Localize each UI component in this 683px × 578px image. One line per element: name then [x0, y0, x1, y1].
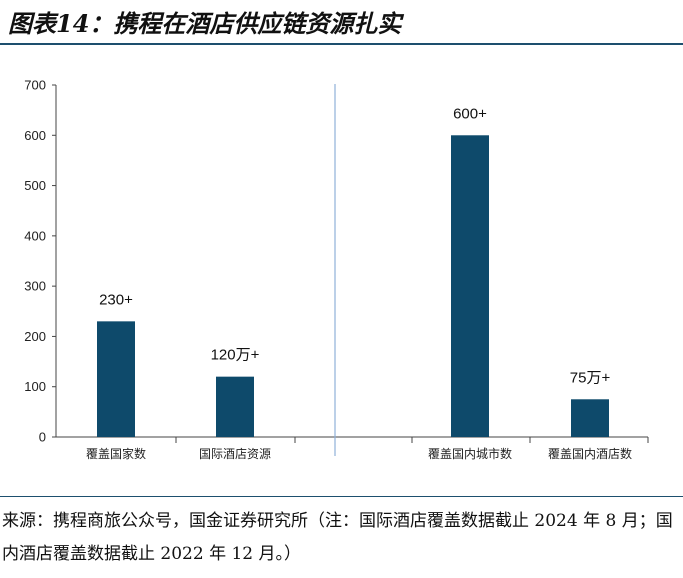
x-axis	[56, 436, 649, 443]
category-label: 覆盖国家数	[86, 446, 146, 461]
category-label: 覆盖国内城市数	[428, 446, 512, 461]
data-label: 230+	[99, 291, 133, 308]
bar	[571, 399, 609, 437]
data-label: 75万+	[570, 369, 611, 386]
category-label: 国际酒店资源	[199, 447, 271, 461]
data-labels: 230+ 120万+ 600+ 75万+	[99, 105, 610, 386]
footer-divider	[0, 496, 683, 497]
y-tick-label: 100	[24, 379, 46, 394]
y-tick-label: 0	[39, 430, 46, 445]
bars	[97, 135, 609, 437]
y-tick-label: 500	[24, 178, 46, 193]
title-divider	[0, 43, 683, 45]
figure-title: 图表14：携程在酒店供应链资源扎实	[8, 9, 402, 38]
y-axis: 0 100 200 300 400 500 600 700	[24, 78, 57, 445]
category-labels: 覆盖国家数 国际酒店资源 覆盖国内城市数 覆盖国内酒店数	[86, 446, 632, 461]
bar-chart: 0 100 200 300 400 500 600 700 230+ 120万+ 600+ 75万+…	[24, 78, 649, 461]
bar	[216, 376, 254, 437]
source-note: 来源：携程商旅公众号，国金证券研究所（注：国际酒店覆盖数据截止 2024 年 8…	[2, 511, 673, 564]
y-tick-label: 700	[24, 78, 46, 93]
bar	[97, 321, 135, 437]
bar	[451, 135, 489, 437]
y-tick-label: 400	[24, 228, 46, 243]
category-label: 覆盖国内酒店数	[548, 446, 632, 461]
y-tick-label: 200	[24, 329, 46, 344]
data-label: 600+	[453, 105, 487, 122]
y-tick-label: 600	[24, 128, 46, 143]
y-tick-label: 300	[24, 279, 46, 294]
data-label: 120万+	[211, 347, 260, 364]
